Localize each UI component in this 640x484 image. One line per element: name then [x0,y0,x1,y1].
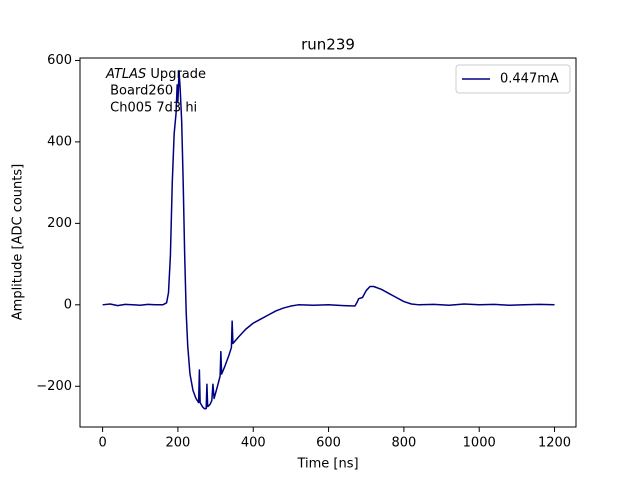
annotation-line: Board260 [106,84,173,99]
y-axis-label: Amplitude [ADC counts] [11,164,26,320]
x-tick-label: 400 [241,436,266,451]
chart-title: run239 [301,36,355,54]
annotation: ATLAS Upgrade [105,67,206,82]
annotation-experiment: ATLAS [105,67,146,82]
y-tick-label: −200 [36,379,72,394]
y-tick-label: 400 [47,134,72,149]
x-axis-label: Time [ns] [296,457,358,472]
y-tick-label: 0 [64,297,72,312]
x-tick-label: 800 [391,436,416,451]
y-tick-label: 200 [47,216,72,231]
annotation-line: Ch005 7d3 hi [106,101,197,116]
x-tick-label: 1000 [463,436,496,451]
x-tick-label: 1200 [538,436,571,451]
y-tick-label: 600 [47,53,72,68]
x-tick-label: 600 [316,436,341,451]
plot-frame [79,57,577,428]
annotation-text: Upgrade [150,67,206,82]
legend-box [455,64,571,94]
x-tick-label: 0 [98,436,106,451]
series-line [102,69,555,410]
x-tick-label: 200 [166,436,191,451]
legend-label: 0.447mA [500,72,559,87]
